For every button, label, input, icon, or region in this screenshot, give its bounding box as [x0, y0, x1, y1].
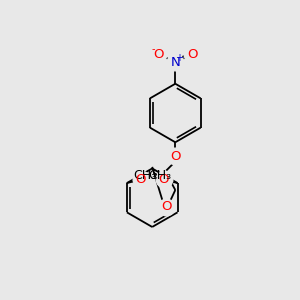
Text: CH₃: CH₃	[148, 169, 172, 182]
Text: -: -	[152, 44, 155, 54]
Text: O: O	[158, 173, 169, 186]
Text: O: O	[153, 48, 164, 61]
Text: O: O	[170, 150, 181, 163]
Text: O: O	[187, 48, 197, 61]
Text: O: O	[136, 173, 146, 186]
Text: N: N	[170, 56, 180, 69]
Text: CH₃: CH₃	[133, 169, 156, 182]
Text: +: +	[175, 53, 183, 63]
Text: O: O	[161, 200, 171, 213]
